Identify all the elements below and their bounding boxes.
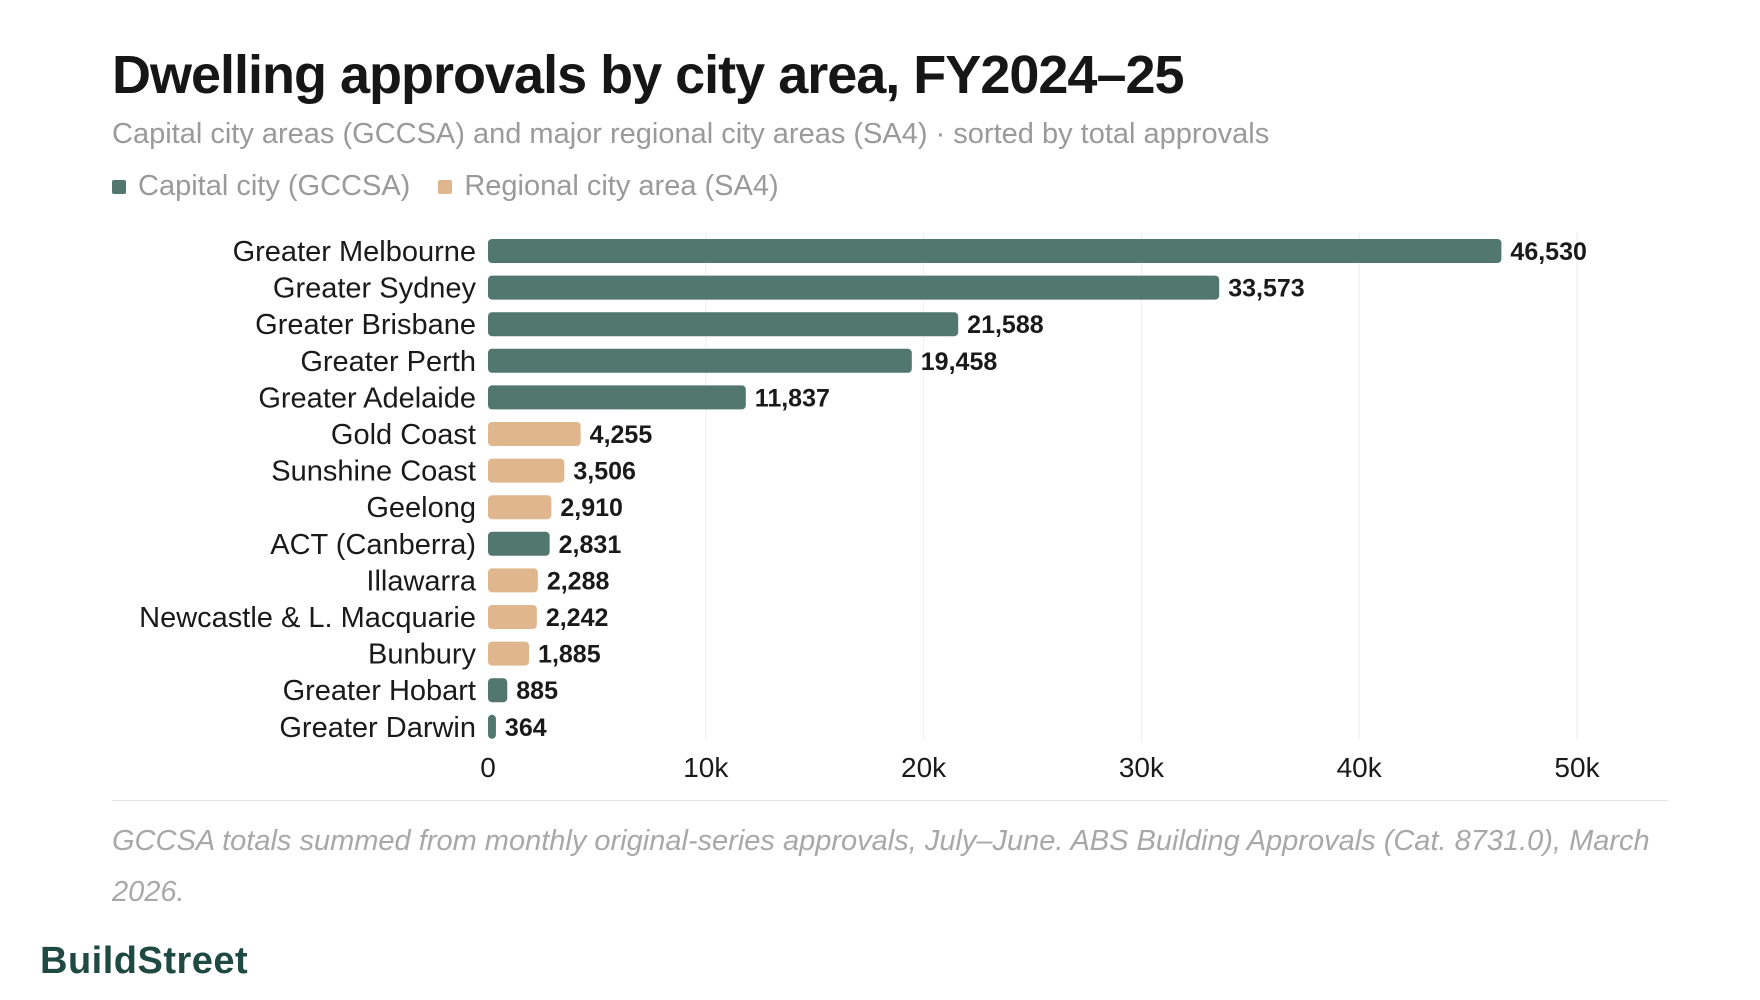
x-tick-label: 30k <box>1119 752 1165 783</box>
chart-title: Dwelling approvals by city area, FY2024–… <box>112 45 1185 105</box>
category-label: Geelong <box>366 492 476 524</box>
bar <box>488 714 496 739</box>
category-label: Newcastle & L. Macquarie <box>139 602 476 634</box>
legend-item-capital: Capital city (GCCSA) <box>112 170 410 203</box>
brand-logo: BuildStreet <box>40 940 249 982</box>
legend-label-regional: Regional city area (SA4) <box>464 170 779 202</box>
category-label: Greater Perth <box>300 346 476 378</box>
data-label: 46,530 <box>1510 238 1586 266</box>
bar <box>488 239 1502 263</box>
category-label: Gold Coast <box>331 419 476 451</box>
category-label: Greater Sydney <box>273 273 477 305</box>
data-label: 2,831 <box>559 531 622 559</box>
x-tick-label: 40k <box>1337 752 1383 783</box>
category-label: Bunbury <box>368 639 477 671</box>
legend-item-regional: Regional city area (SA4) <box>438 170 779 203</box>
data-label: 11,837 <box>755 384 830 412</box>
bar <box>488 312 959 337</box>
bar <box>488 641 530 666</box>
bar <box>488 348 912 373</box>
bar <box>488 678 508 703</box>
divider <box>112 800 1668 801</box>
bar-chart: 0 10k 20k 30k 40k 50k Greater Melbourne 46,530 G… <box>139 232 1601 783</box>
x-tick-label: 0 <box>480 752 496 783</box>
category-label: Greater Hobart <box>283 675 476 707</box>
data-label: 2,910 <box>560 494 623 522</box>
bar <box>488 275 1220 300</box>
legend-label-capital: Capital city (GCCSA) <box>138 170 411 202</box>
data-label: 885 <box>516 677 558 705</box>
data-label: 21,588 <box>967 311 1044 339</box>
chart-subtitle: Capital city areas (GCCSA) and major reg… <box>112 118 1270 150</box>
source-note: GCCSA totals summed from monthly origina… <box>112 825 1650 908</box>
data-label: 2,288 <box>547 567 610 595</box>
category-label: ACT (Canberra) <box>270 529 476 561</box>
data-label: 2,242 <box>546 604 609 632</box>
bar <box>488 605 537 629</box>
legend-swatch-capital <box>112 179 126 194</box>
category-label: Greater Darwin <box>279 712 476 744</box>
data-label: 33,573 <box>1228 275 1304 303</box>
category-label: Greater Adelaide <box>258 382 476 414</box>
legend-swatch-regional <box>438 179 453 194</box>
x-tick-label: 50k <box>1554 752 1600 783</box>
category-label: Sunshine Coast <box>271 456 476 488</box>
bar <box>488 458 565 483</box>
legend: Capital city (GCCSA) Regional city area … <box>112 170 807 203</box>
data-label: 4,255 <box>590 421 653 449</box>
data-label: 1,885 <box>538 641 601 669</box>
bar <box>488 568 538 593</box>
category-label: Greater Melbourne <box>233 236 476 268</box>
bar <box>488 495 552 520</box>
data-label: 19,458 <box>921 348 998 376</box>
data-label: 364 <box>505 714 547 742</box>
bar <box>488 422 581 446</box>
category-label: Illawarra <box>366 565 476 597</box>
category-label: Greater Brisbane <box>255 309 476 341</box>
bar <box>488 385 746 410</box>
x-tick-label: 20k <box>901 752 947 783</box>
x-tick-label: 10k <box>683 752 729 783</box>
bar <box>488 531 550 556</box>
data-label: 3,506 <box>573 458 636 486</box>
